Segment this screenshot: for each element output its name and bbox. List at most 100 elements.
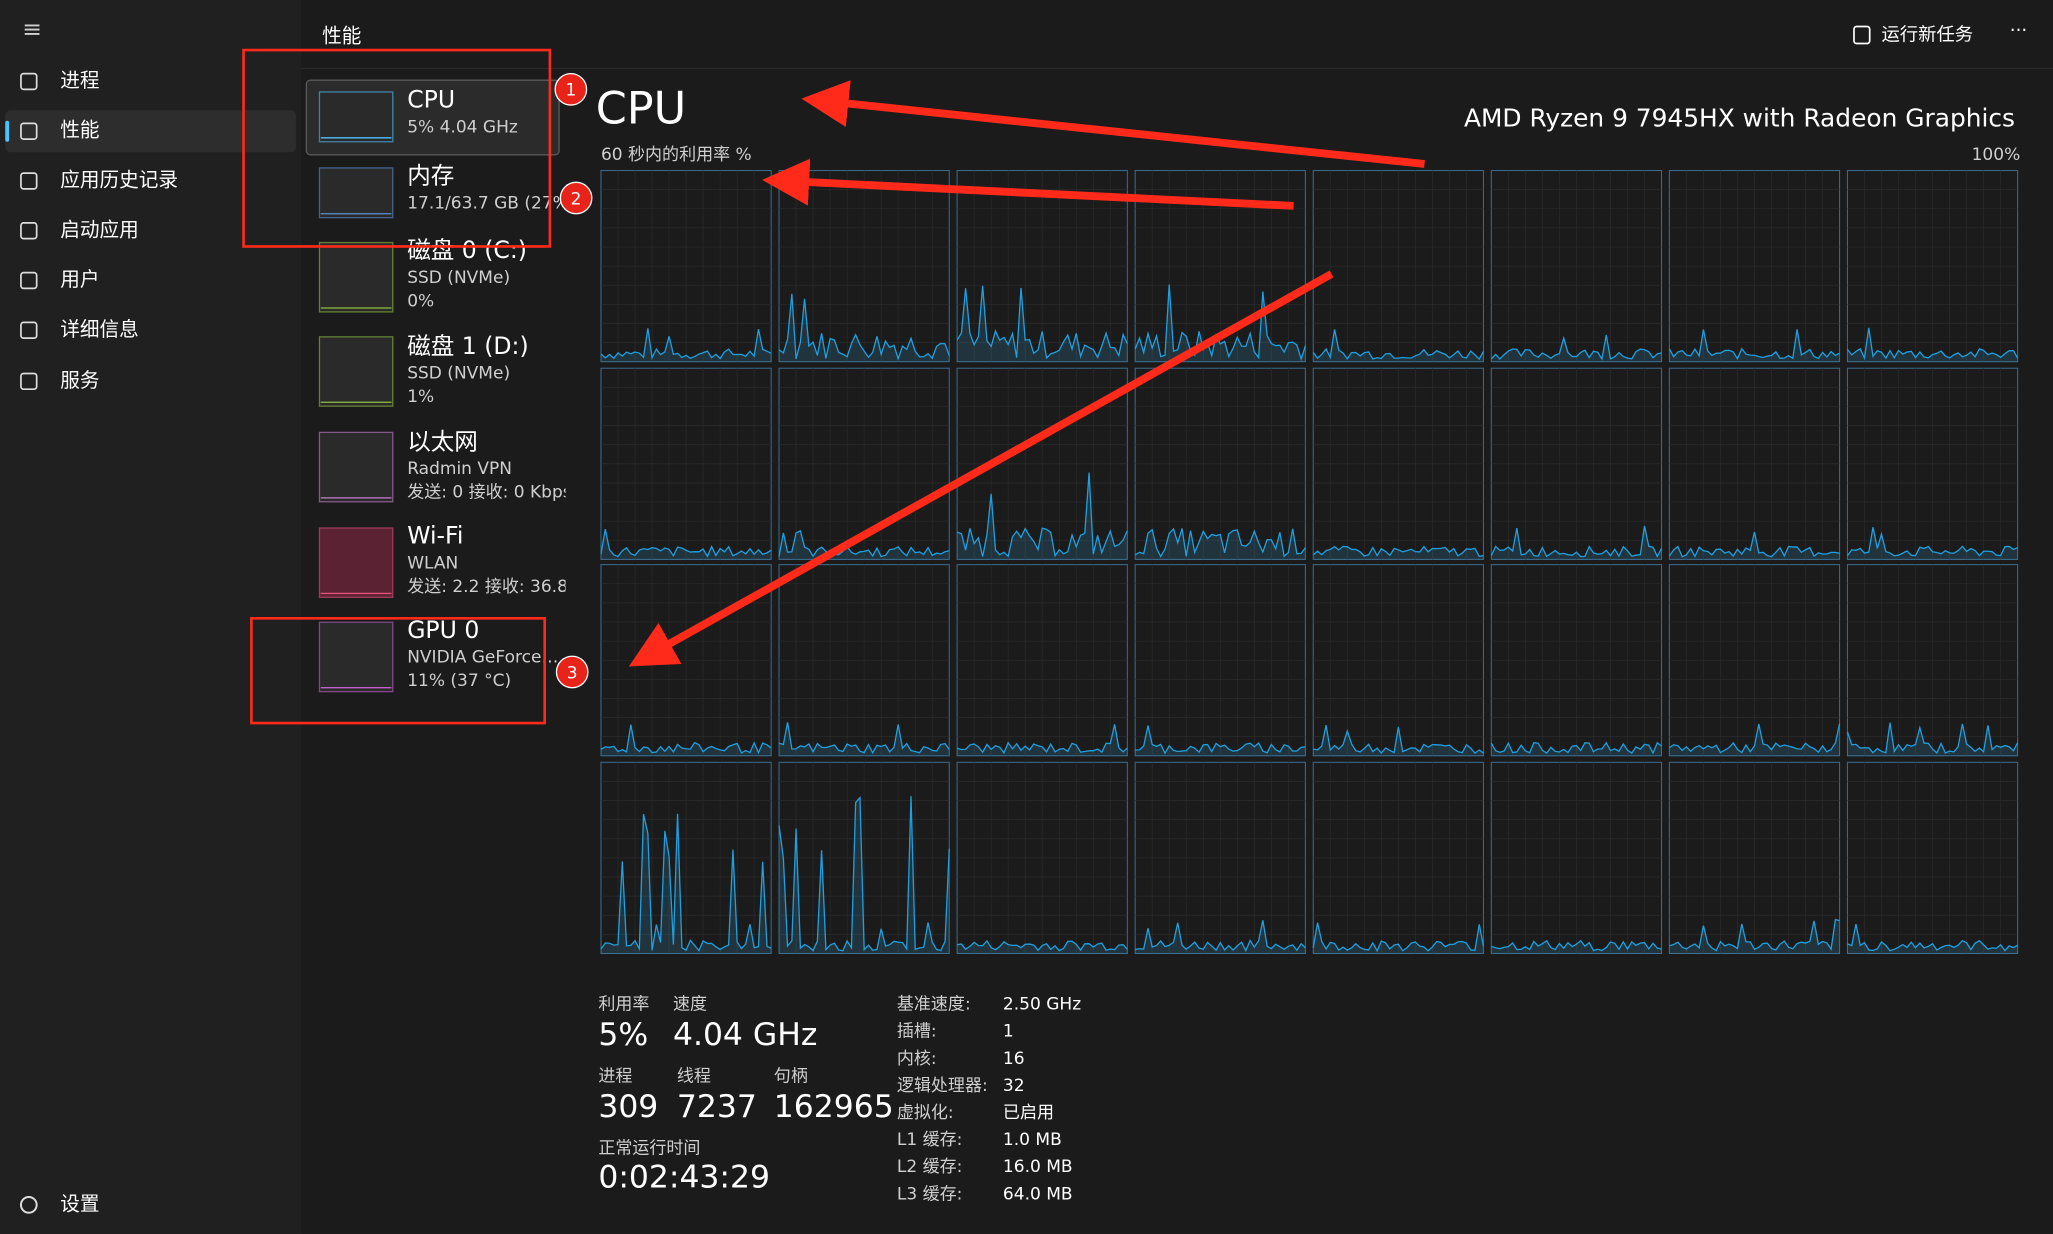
device-thumbnail	[318, 241, 394, 313]
core-graph-line	[778, 795, 950, 952]
stat-label: 句柄	[774, 1067, 808, 1087]
run-task-icon	[1853, 25, 1871, 45]
cpu-model: AMD Ryzen 9 7945HX with Radeon Graphics	[1464, 103, 2015, 132]
core-graph-fill	[1135, 528, 1306, 560]
core-graph-line	[600, 328, 772, 360]
device-thumbnail	[318, 336, 394, 407]
core-graph-fill	[1847, 722, 2018, 756]
nav-item[interactable]: 性能	[60, 119, 99, 142]
annotation-number: 2	[571, 189, 582, 209]
device-thumbnail	[318, 431, 394, 503]
core-graph-fill	[1313, 725, 1484, 756]
core-graph-line	[1313, 725, 1484, 755]
spec-value: 64.0 MB	[1003, 1184, 1073, 1204]
spec-value: 1.0 MB	[1003, 1130, 1062, 1150]
stat-value: 309	[598, 1089, 658, 1125]
nav-item[interactable]: 详细信息	[60, 318, 139, 341]
core-graph-line	[956, 472, 1128, 558]
device-name[interactable]: Wi-Fi	[407, 522, 463, 550]
annotation-arrow	[801, 80, 1425, 168]
spec-label: L3 缓存:	[897, 1184, 962, 1204]
nav-item[interactable]: 进程	[60, 69, 99, 92]
run-task-button[interactable]: 运行新任务	[1881, 25, 1973, 46]
core-graph-fill	[1847, 924, 2018, 954]
graph-max: 100%	[1972, 145, 2021, 165]
spec-label: 内核:	[897, 1049, 937, 1069]
annotation-number: 1	[565, 81, 576, 101]
device-detail: 0%	[407, 291, 434, 311]
annotation-arrow	[762, 158, 1294, 210]
spec-value: 16.0 MB	[1003, 1157, 1073, 1177]
core-graph-fill	[1313, 329, 1484, 362]
device-detail: 发送: 2.2 接收: 36.8	[407, 577, 568, 597]
nav-item[interactable]: 启动应用	[60, 218, 139, 241]
core-graph-fill	[1313, 922, 1484, 954]
device-detail: SSD (NVMe)	[407, 363, 510, 383]
core-graph-line	[778, 722, 950, 755]
core-graph-fill	[1669, 919, 1840, 954]
core-graph-line	[778, 529, 950, 558]
device-thumbnail	[318, 167, 394, 219]
device-detail: 17.1/63.7 GB (27%)	[407, 193, 575, 213]
core-graph-fill	[600, 529, 772, 560]
core-graph-fill	[600, 724, 772, 756]
nav-item[interactable]: 服务	[60, 369, 99, 392]
core-graph-fill	[1491, 742, 1662, 756]
core-graph-line	[1846, 327, 2019, 361]
graph-label: 60 秒内的利用率 %	[601, 145, 752, 165]
core-graph-line	[1490, 741, 1662, 755]
core-graph-fill	[600, 328, 772, 362]
core-graph-line	[1668, 531, 1840, 558]
annotation-box	[242, 48, 552, 248]
annotation-badge	[559, 181, 593, 215]
spec-value: 2.50 GHz	[1003, 995, 1081, 1015]
device-detail: NVIDIA GeForce…	[407, 648, 558, 668]
core-graph-line	[778, 293, 950, 361]
spec-value: 已启用	[1003, 1103, 1054, 1123]
page-title: 性能	[322, 24, 361, 47]
spec-label: 虚拟化:	[897, 1103, 954, 1123]
core-graph-line	[600, 724, 772, 755]
stat-label: 线程	[677, 1067, 711, 1087]
core-graph-fill	[1847, 327, 2018, 362]
stat-label: 速度	[673, 995, 707, 1015]
nav-item[interactable]: 应用历史记录	[60, 168, 178, 191]
device-name[interactable]: 磁盘 0 (C:)	[407, 236, 527, 264]
device-detail: Radmin VPN	[407, 459, 512, 479]
device-name[interactable]: 磁盘 1 (D:)	[407, 332, 528, 360]
core-graph-line	[956, 724, 1128, 755]
core-graph-line	[1846, 527, 2018, 557]
annotation-badge	[554, 72, 588, 106]
nav-icon	[20, 172, 38, 190]
stat-label: 正常运行时间	[598, 1139, 700, 1159]
main-title: CPU	[596, 84, 686, 135]
device-name[interactable]: GPU 0	[407, 616, 479, 644]
stat-value: 162965	[774, 1089, 894, 1125]
spec-label: L2 缓存:	[897, 1157, 962, 1177]
device-name[interactable]: 以太网	[407, 427, 478, 455]
core-graph-line	[1669, 723, 1841, 754]
stat-label: 进程	[598, 1067, 632, 1087]
spec-label: 插槽:	[897, 1022, 937, 1042]
device-name[interactable]: 内存	[407, 162, 454, 190]
core-graph-line	[1847, 924, 2018, 952]
nav-icon	[20, 222, 38, 240]
core-graph-fill	[957, 285, 1128, 362]
core-graph-fill	[957, 472, 1128, 560]
device-name[interactable]: CPU	[407, 86, 455, 114]
core-graph-fill	[779, 293, 950, 362]
settings-item[interactable]: 设置	[60, 1192, 99, 1215]
device-detail: 发送: 0 接收: 0 Kbps	[407, 483, 572, 503]
core-graph-fill	[1669, 532, 1840, 560]
spec-value: 16	[1003, 1049, 1025, 1069]
spec-value: 1	[1003, 1022, 1014, 1042]
device-detail: 5% 4.04 GHz	[407, 117, 518, 137]
core-graph-line	[1846, 722, 2019, 755]
nav-icon	[20, 372, 38, 391]
core-graph-line	[956, 939, 1128, 952]
more-button[interactable]: ···	[2010, 21, 2027, 42]
annotation-box	[250, 617, 546, 725]
nav-item[interactable]: 用户	[60, 268, 99, 291]
device-thumbnail	[318, 621, 394, 693]
